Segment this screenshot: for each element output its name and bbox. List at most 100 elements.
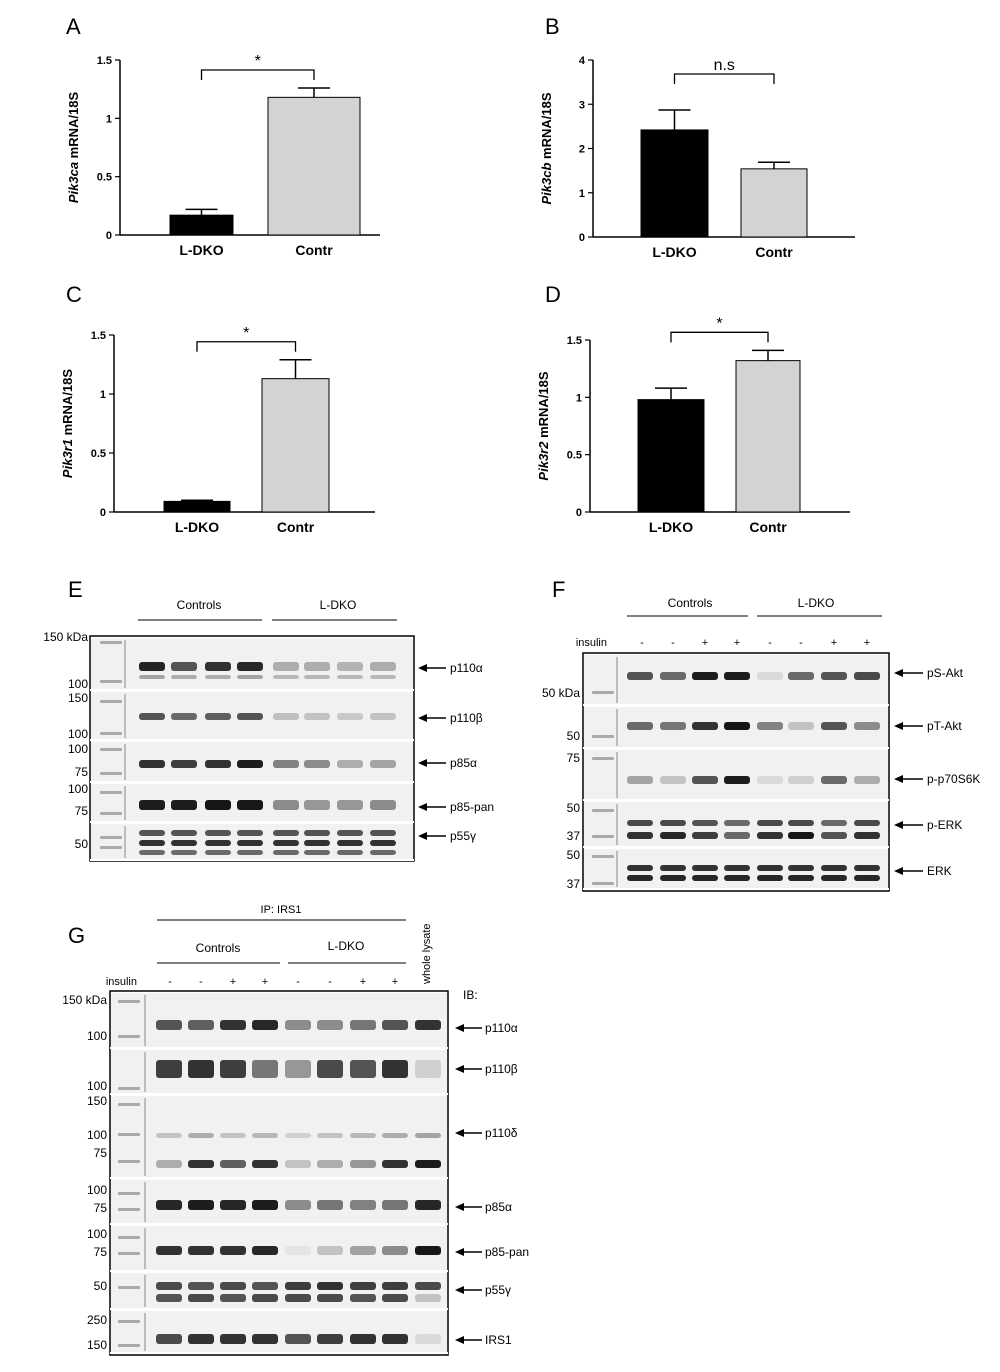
protein-band (337, 840, 363, 846)
unit-text: mRNA/18S (60, 369, 75, 439)
bar (637, 399, 705, 513)
y-tick-label: 4 (579, 55, 586, 67)
protein-band (854, 672, 880, 680)
gene-name: Pik3cb (539, 163, 554, 205)
protein-band (205, 830, 231, 836)
category-label: L-DKO (649, 519, 693, 535)
ladder-band (118, 1000, 140, 1003)
protein-band (156, 1133, 182, 1138)
arrow-head (418, 759, 427, 767)
protein-band (757, 820, 783, 826)
significance-bracket (673, 73, 775, 84)
protein-band (415, 1294, 441, 1302)
mw-label: 50 kDa (542, 686, 580, 700)
panel-letter: D (545, 282, 561, 307)
bar (740, 168, 808, 238)
ladder-band (118, 1160, 140, 1163)
panel-letter-g: G (68, 923, 85, 948)
protein-band (854, 875, 880, 881)
protein-band (627, 722, 653, 730)
treatment-label: insulin (576, 637, 607, 649)
protein-band (821, 672, 847, 680)
protein-label: pS-Akt (927, 666, 964, 680)
protein-band (382, 1133, 408, 1138)
panel-letter: C (66, 282, 82, 307)
mw-label: 100 (68, 727, 88, 741)
arrow-group (894, 669, 923, 875)
blot-strips (110, 993, 448, 1354)
ladder-band (118, 1087, 140, 1090)
ladder-band (118, 1133, 140, 1136)
ladder-band (100, 836, 122, 839)
protein-band (205, 850, 231, 855)
ladder-band (592, 882, 614, 885)
protein-band (350, 1200, 376, 1210)
protein-band (285, 1282, 311, 1290)
ladder-band (118, 1192, 140, 1195)
mw-label: 150 kDa (62, 993, 107, 1007)
protein-band (285, 1160, 311, 1168)
y-tick-label: 0 (576, 507, 582, 519)
protein-band (382, 1200, 408, 1210)
mw-label: 75 (75, 804, 89, 818)
category-label: L-DKO (652, 244, 696, 260)
category-label: Contr (755, 244, 793, 260)
y-tick-label: 2 (579, 144, 585, 156)
ladder-band (118, 1320, 140, 1323)
mw-label: 75 (94, 1245, 108, 1259)
arrow-head (894, 775, 903, 783)
protein-label: p-ERK (927, 818, 962, 832)
protein-band (370, 830, 396, 836)
protein-band (304, 760, 330, 768)
arrow-head (455, 1203, 464, 1211)
protein-band (724, 875, 750, 881)
protein-band (724, 865, 750, 871)
protein-band (724, 776, 750, 784)
protein-band (139, 760, 165, 768)
mw-label: 75 (75, 765, 89, 779)
mw-label: 50 (567, 729, 581, 743)
category-label: Contr (277, 519, 315, 535)
protein-band (660, 776, 686, 784)
protein-band (156, 1282, 182, 1290)
group-label-controls: Controls (177, 598, 222, 612)
mw-label: 75 (567, 751, 581, 765)
protein-band (370, 713, 396, 720)
protein-band (273, 713, 299, 720)
ladder-band (100, 772, 122, 775)
protein-band (854, 820, 880, 826)
protein-band (415, 1282, 441, 1290)
protein-band (252, 1020, 278, 1030)
protein-band (304, 840, 330, 846)
protein-band (139, 830, 165, 836)
protein-band (337, 800, 363, 810)
blot-panel-g: G IP: IRS1 Controls L-DKO whole lysate i… (62, 904, 529, 1356)
y-tick-label: 1 (106, 113, 112, 125)
treatment-mark: - (799, 637, 803, 649)
protein-band (205, 760, 231, 768)
y-tick-label: 1.5 (97, 55, 112, 67)
protein-band (156, 1060, 182, 1078)
protein-band (220, 1060, 246, 1078)
protein-band (139, 675, 165, 679)
protein-band (171, 662, 197, 671)
protein-band (350, 1160, 376, 1168)
y-axis-label: Pik3r2 mRNA/18S (536, 371, 551, 480)
group-label-controls: Controls (668, 596, 713, 610)
protein-band (317, 1133, 343, 1138)
protein-band (285, 1246, 311, 1255)
protein-band (757, 722, 783, 730)
mw-label: 50 (567, 801, 581, 815)
mw-label: 50 (94, 1279, 108, 1293)
y-tick-label: 0 (579, 232, 585, 244)
y-axis-label: Pik3r1 mRNA/18S (60, 369, 75, 478)
protein-band (370, 760, 396, 768)
protein-band (205, 800, 231, 810)
category-label: Contr (295, 242, 333, 258)
arrow-head (418, 803, 427, 811)
bar (267, 96, 361, 236)
arrow-head (894, 722, 903, 730)
mw-label: 150 (87, 1338, 107, 1352)
protein-band (220, 1160, 246, 1168)
protein-band (854, 865, 880, 871)
